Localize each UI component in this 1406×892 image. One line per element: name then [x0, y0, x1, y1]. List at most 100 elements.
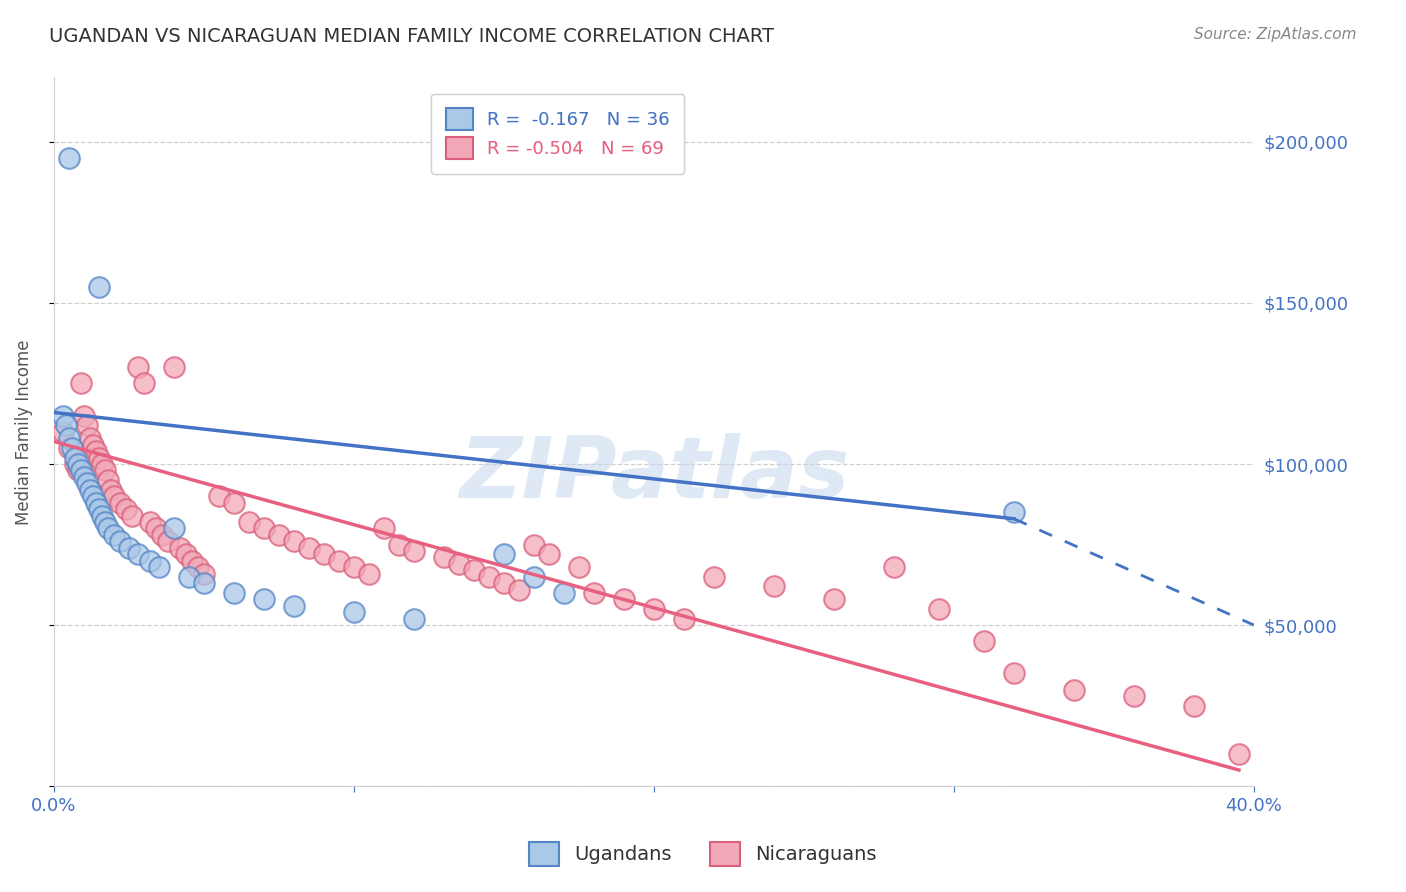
Point: [402, 612, 425, 626]
Point: [222, 586, 245, 600]
Point: [87, 450, 110, 465]
Point: [177, 570, 200, 584]
Point: [148, 560, 170, 574]
Point: [63, 450, 86, 465]
Point: [357, 566, 380, 581]
Text: ZIPatlas: ZIPatlas: [458, 433, 849, 516]
Legend: Ugandans, Nicaraguans: Ugandans, Nicaraguans: [522, 834, 884, 873]
Point: [582, 586, 605, 600]
Text: Source: ZipAtlas.com: Source: ZipAtlas.com: [1194, 27, 1357, 42]
Point: [447, 557, 470, 571]
Point: [174, 547, 197, 561]
Point: [82, 438, 104, 452]
Point: [253, 592, 276, 607]
Y-axis label: Median Family Income: Median Family Income: [15, 339, 32, 524]
Point: [156, 534, 179, 549]
Point: [238, 515, 260, 529]
Point: [1002, 505, 1025, 519]
Point: [492, 576, 515, 591]
Point: [267, 528, 290, 542]
Point: [84, 496, 107, 510]
Legend: R =  -0.167   N = 36, R = -0.504   N = 69: R = -0.167 N = 36, R = -0.504 N = 69: [432, 94, 685, 174]
Point: [66, 463, 89, 477]
Point: [58, 151, 80, 165]
Point: [523, 570, 546, 584]
Point: [537, 547, 560, 561]
Point: [478, 570, 501, 584]
Point: [328, 554, 350, 568]
Point: [76, 418, 98, 433]
Point: [63, 457, 86, 471]
Point: [193, 576, 215, 591]
Point: [108, 496, 131, 510]
Point: [84, 444, 107, 458]
Point: [180, 554, 202, 568]
Point: [58, 431, 80, 445]
Point: [222, 496, 245, 510]
Point: [433, 550, 456, 565]
Point: [97, 473, 120, 487]
Point: [193, 566, 215, 581]
Point: [343, 560, 366, 574]
Point: [139, 515, 162, 529]
Point: [55, 418, 77, 433]
Point: [1123, 689, 1146, 703]
Point: [139, 554, 162, 568]
Point: [1182, 698, 1205, 713]
Point: [52, 409, 75, 423]
Point: [928, 602, 950, 616]
Point: [127, 547, 149, 561]
Point: [163, 360, 186, 375]
Point: [79, 483, 101, 497]
Point: [1063, 682, 1085, 697]
Point: [643, 602, 665, 616]
Point: [298, 541, 321, 555]
Point: [100, 483, 122, 497]
Point: [463, 563, 485, 577]
Point: [69, 463, 91, 477]
Point: [150, 528, 173, 542]
Point: [1227, 747, 1250, 761]
Point: [118, 541, 141, 555]
Point: [388, 537, 411, 551]
Point: [79, 431, 101, 445]
Point: [283, 599, 305, 613]
Point: [523, 537, 546, 551]
Point: [402, 544, 425, 558]
Point: [492, 547, 515, 561]
Point: [60, 441, 83, 455]
Point: [121, 508, 143, 523]
Point: [103, 489, 125, 503]
Point: [58, 441, 80, 455]
Point: [163, 521, 186, 535]
Point: [973, 634, 995, 648]
Point: [108, 534, 131, 549]
Point: [883, 560, 905, 574]
Point: [1002, 666, 1025, 681]
Point: [283, 534, 305, 549]
Point: [94, 515, 117, 529]
Point: [90, 508, 112, 523]
Point: [613, 592, 636, 607]
Point: [103, 528, 125, 542]
Point: [553, 586, 575, 600]
Point: [73, 470, 96, 484]
Point: [672, 612, 695, 626]
Point: [169, 541, 191, 555]
Point: [823, 592, 845, 607]
Point: [87, 280, 110, 294]
Point: [94, 463, 117, 477]
Point: [187, 560, 209, 574]
Point: [115, 502, 138, 516]
Point: [76, 476, 98, 491]
Point: [69, 376, 91, 391]
Point: [66, 457, 89, 471]
Point: [312, 547, 335, 561]
Point: [52, 425, 75, 439]
Text: UGANDAN VS NICARAGUAN MEDIAN FAMILY INCOME CORRELATION CHART: UGANDAN VS NICARAGUAN MEDIAN FAMILY INCO…: [49, 27, 775, 45]
Point: [208, 489, 231, 503]
Point: [343, 605, 366, 619]
Point: [762, 579, 785, 593]
Point: [508, 582, 530, 597]
Point: [127, 360, 149, 375]
